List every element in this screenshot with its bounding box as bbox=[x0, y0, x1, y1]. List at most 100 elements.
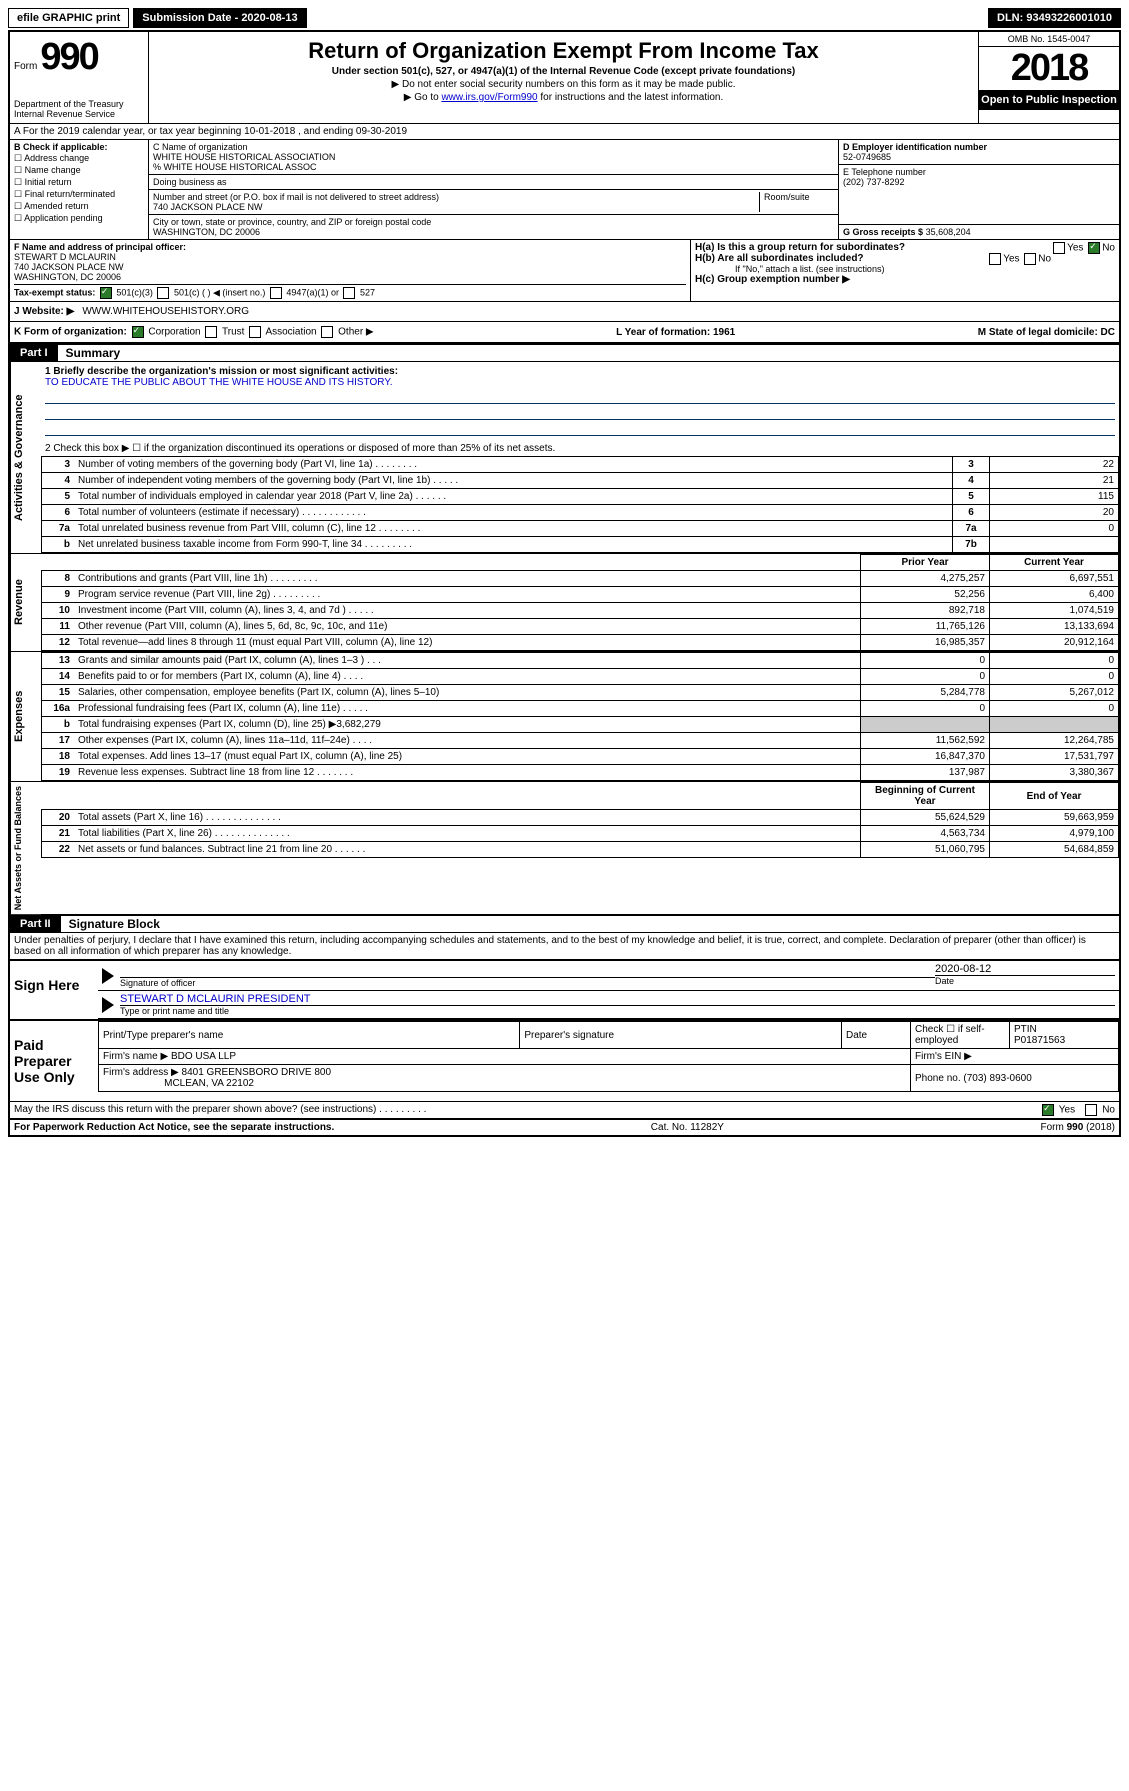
hb-lbl: H(b) Are all subordinates included? bbox=[695, 253, 864, 264]
city-addr: WASHINGTON, DC 20006 bbox=[153, 227, 834, 237]
self-emp: Check ☐ if self-employed bbox=[911, 1022, 1010, 1049]
footer: For Paperwork Reduction Act Notice, see … bbox=[10, 1118, 1119, 1135]
rev-vlabel: Revenue bbox=[10, 554, 41, 651]
row-k: K Form of organization: Corporation Trus… bbox=[10, 322, 1119, 343]
opt-amended[interactable]: ☐ Amended return bbox=[14, 201, 144, 212]
hb-note: If "No," attach a list. (see instruction… bbox=[695, 264, 1115, 274]
part-i-header: Part I Summary bbox=[10, 343, 1119, 362]
dln: DLN: 93493226001010 bbox=[988, 8, 1121, 28]
note2-post: for instructions and the latest informat… bbox=[538, 92, 724, 103]
gov-table: 3Number of voting members of the governi… bbox=[41, 456, 1119, 553]
form-id-box: Form 990 Department of the Treasury Inte… bbox=[10, 32, 149, 123]
hb-no[interactable] bbox=[1024, 253, 1036, 265]
form-header: Form 990 Department of the Treasury Inte… bbox=[10, 32, 1119, 124]
city-lbl: City or town, state or province, country… bbox=[153, 217, 834, 227]
efile-button[interactable]: efile GRAPHIC print bbox=[8, 8, 129, 28]
part-ii-header: Part II Signature Block bbox=[10, 914, 1119, 933]
paid-lbl: Paid Preparer Use Only bbox=[10, 1021, 98, 1101]
f-lbl: F Name and address of principal officer: bbox=[14, 242, 686, 252]
exp-table: 13Grants and similar amounts paid (Part … bbox=[41, 652, 1119, 781]
footer-left: For Paperwork Reduction Act Notice, see … bbox=[14, 1122, 334, 1133]
net-vlabel: Net Assets or Fund Balances bbox=[10, 782, 41, 914]
discuss-no[interactable] bbox=[1085, 1104, 1097, 1116]
chk-501c[interactable] bbox=[157, 287, 169, 299]
paid-preparer: Paid Preparer Use Only Print/Type prepar… bbox=[10, 1019, 1119, 1101]
website[interactable]: WWW.WHITEHOUSEHISTORY.ORG bbox=[82, 306, 249, 317]
d-lbl: D Employer identification number bbox=[843, 142, 1115, 152]
firm-addr-lbl: Firm's address ▶ bbox=[103, 1067, 179, 1078]
room-lbl: Room/suite bbox=[764, 192, 834, 202]
part-i-tab: Part I bbox=[10, 345, 58, 361]
officer-addr1: 740 JACKSON PLACE NW bbox=[14, 262, 686, 272]
perjury-text: Under penalties of perjury, I declare th… bbox=[10, 933, 1119, 959]
footer-mid: Cat. No. 11282Y bbox=[651, 1122, 724, 1133]
arrow-icon bbox=[102, 968, 114, 984]
sig-date: 2020-08-12 bbox=[935, 963, 1115, 976]
addr-lbl: Number and street (or P.O. box if mail i… bbox=[153, 192, 759, 202]
chk-4947[interactable] bbox=[270, 287, 282, 299]
form-number: 990 bbox=[40, 36, 97, 78]
discuss-yes[interactable] bbox=[1042, 1104, 1054, 1116]
chk-other[interactable] bbox=[321, 326, 333, 338]
opt-address[interactable]: ☐ Address change bbox=[14, 153, 144, 164]
firm-phone: (703) 893-0600 bbox=[963, 1073, 1031, 1084]
ha-lbl: H(a) Is this a group return for subordin… bbox=[695, 242, 905, 253]
k-corp: Corporation bbox=[148, 327, 200, 338]
opt-501c3: 501(c)(3) bbox=[116, 287, 153, 297]
ha-yes[interactable] bbox=[1053, 242, 1065, 254]
chk-trust[interactable] bbox=[205, 326, 217, 338]
irs-link[interactable]: www.irs.gov/Form990 bbox=[441, 92, 537, 103]
phone: (202) 737-8292 bbox=[843, 177, 1115, 187]
chk-501c3[interactable] bbox=[100, 287, 112, 299]
chk-corp[interactable] bbox=[132, 326, 144, 338]
discuss-text: May the IRS discuss this return with the… bbox=[14, 1104, 426, 1116]
k-trust: Trust bbox=[222, 327, 244, 338]
line-1: 1 Briefly describe the organization's mi… bbox=[45, 366, 1115, 377]
officer-name: STEWART D MCLAURIN bbox=[14, 252, 686, 262]
opt-final[interactable]: ☐ Final return/terminated bbox=[14, 189, 144, 200]
note-2: ▶ Go to www.irs.gov/Form990 for instruct… bbox=[155, 92, 972, 103]
opt-initial[interactable]: ☐ Initial return bbox=[14, 177, 144, 188]
dept-text: Department of the Treasury Internal Reve… bbox=[14, 99, 144, 119]
year-box: OMB No. 1545-0047 2018 Open to Public In… bbox=[978, 32, 1119, 123]
form-subtitle: Under section 501(c), 527, or 4947(a)(1)… bbox=[155, 66, 972, 77]
chk-assoc[interactable] bbox=[249, 326, 261, 338]
hc-lbl: H(c) Group exemption number ▶ bbox=[695, 274, 1115, 285]
note-1: ▶ Do not enter social security numbers o… bbox=[155, 79, 972, 90]
k-other: Other ▶ bbox=[338, 327, 373, 338]
mission-text: TO EDUCATE THE PUBLIC ABOUT THE WHITE HO… bbox=[45, 377, 1115, 388]
firm-name: BDO USA LLP bbox=[171, 1051, 236, 1062]
j-lbl: J Website: ▶ bbox=[14, 306, 74, 317]
firm-addr2: MCLEAN, VA 22102 bbox=[164, 1078, 254, 1089]
org-name: WHITE HOUSE HISTORICAL ASSOCIATION bbox=[153, 152, 834, 162]
omb-number: OMB No. 1545-0047 bbox=[979, 32, 1119, 47]
row-j: J Website: ▶ WWW.WHITEHOUSEHISTORY.ORG bbox=[10, 302, 1119, 322]
exp-section: Expenses 13Grants and similar amounts pa… bbox=[10, 651, 1119, 781]
street-addr: 740 JACKSON PLACE NW bbox=[153, 202, 759, 212]
i-lbl: Tax-exempt status: bbox=[14, 287, 95, 297]
ha-no[interactable] bbox=[1088, 242, 1100, 254]
open-public: Open to Public Inspection bbox=[979, 90, 1119, 110]
opt-pending[interactable]: ☐ Application pending bbox=[14, 213, 144, 224]
opt-name[interactable]: ☐ Name change bbox=[14, 165, 144, 176]
opt-501c: 501(c) ( ) ◀ (insert no.) bbox=[174, 287, 265, 297]
care-of: % WHITE HOUSE HISTORICAL ASSOC bbox=[153, 162, 834, 172]
ein: 52-0749685 bbox=[843, 152, 1115, 162]
col-de: D Employer identification number 52-0749… bbox=[838, 140, 1119, 239]
dba-lbl: Doing business as bbox=[153, 177, 227, 187]
gov-section: Activities & Governance 1 Briefly descri… bbox=[10, 362, 1119, 553]
hb-yes[interactable] bbox=[989, 253, 1001, 265]
rev-section: Revenue Prior YearCurrent Year8Contribut… bbox=[10, 553, 1119, 651]
part-i-title: Summary bbox=[58, 346, 121, 360]
sig-officer-lbl: Signature of officer bbox=[120, 978, 935, 988]
discuss-row: May the IRS discuss this return with the… bbox=[10, 1101, 1119, 1118]
chk-527[interactable] bbox=[343, 287, 355, 299]
sig-date-lbl: Date bbox=[935, 976, 1115, 986]
prep-name-hdr: Print/Type preparer's name bbox=[99, 1022, 520, 1049]
col-b: B Check if applicable: ☐ Address change … bbox=[10, 140, 149, 239]
rev-table: Prior YearCurrent Year8Contributions and… bbox=[41, 554, 1119, 651]
line-2: 2 Check this box ▶ ☐ if the organization… bbox=[41, 441, 1119, 456]
footer-right: Form 990 (2018) bbox=[1041, 1122, 1115, 1133]
firm-addr1: 8401 GREENSBORO DRIVE 800 bbox=[182, 1067, 332, 1078]
form-title: Return of Organization Exempt From Incom… bbox=[155, 38, 972, 64]
